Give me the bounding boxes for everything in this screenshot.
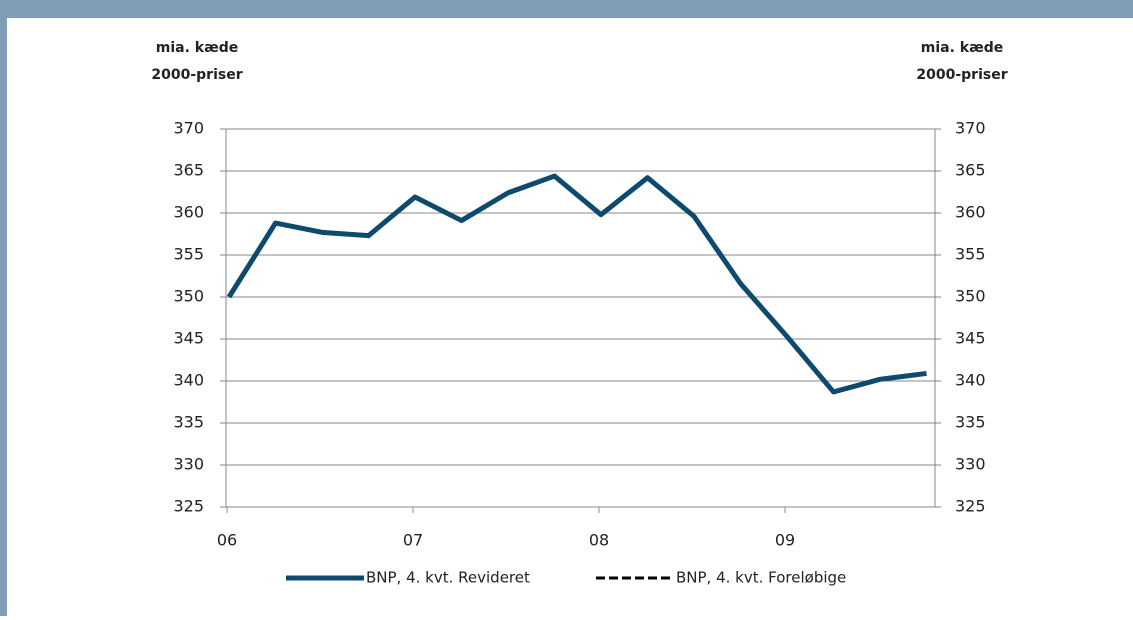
y2-tick-label: 335 xyxy=(955,413,986,432)
header-band xyxy=(0,0,1133,18)
y2-tick-label: 345 xyxy=(955,329,986,348)
y-label: mia. kæde xyxy=(156,40,239,56)
y2-tick-label: 350 xyxy=(955,287,986,306)
y-tick-label: 355 xyxy=(173,245,204,264)
y2-tick-label: 365 xyxy=(955,161,986,180)
y-tick-label: 365 xyxy=(173,161,204,180)
y-tick-label: 325 xyxy=(173,497,204,516)
y-tick-label: 360 xyxy=(173,203,204,222)
x-tick-label: 09 xyxy=(775,531,795,550)
y-tick-label: 345 xyxy=(173,329,204,348)
y2-tick-label: 330 xyxy=(955,455,986,474)
y2-label: mia. kæde xyxy=(921,40,1004,56)
y2-tick-label: 360 xyxy=(955,203,986,222)
y-tick-label: 350 xyxy=(173,287,204,306)
legend-label: BNP, 4. kvt. Revideret xyxy=(366,569,530,587)
y2-tick-label: 325 xyxy=(955,497,986,516)
y-tick-label: 330 xyxy=(173,455,204,474)
x-tick-label: 06 xyxy=(217,531,237,550)
y2-tick-label: 370 xyxy=(955,119,986,138)
y2-label: 2000-priser xyxy=(916,67,1007,83)
y-tick-label: 340 xyxy=(173,371,204,390)
x-tick-label: 08 xyxy=(589,531,609,550)
y-tick-label: 370 xyxy=(173,119,204,138)
y-label: 2000-priser xyxy=(151,67,242,83)
series-line xyxy=(226,173,927,395)
y2-tick-label: 355 xyxy=(955,245,986,264)
y-tick-label: 335 xyxy=(173,413,204,432)
legend-label: BNP, 4. kvt. Foreløbige xyxy=(676,569,846,587)
y2-tick-label: 340 xyxy=(955,371,986,390)
x-tick-label: 07 xyxy=(403,531,423,550)
left-border xyxy=(0,0,7,616)
